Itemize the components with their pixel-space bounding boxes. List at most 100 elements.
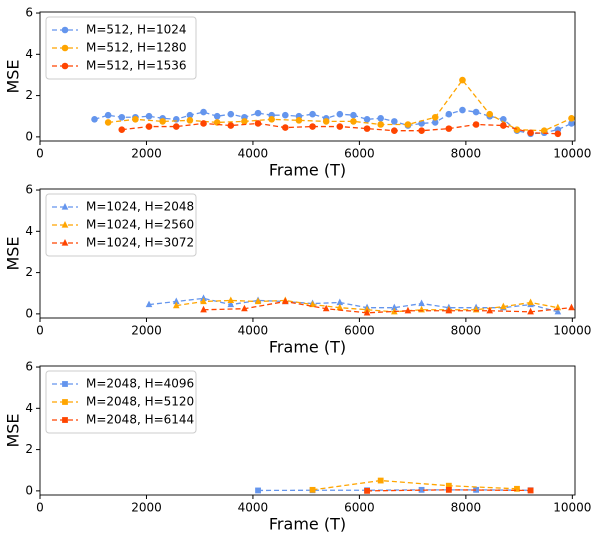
data-point (336, 298, 344, 306)
legend-marker (62, 399, 68, 405)
legend-label: M=512, H=1280 (86, 41, 187, 55)
data-point (445, 125, 453, 132)
data-point (527, 307, 534, 315)
series-line (203, 300, 572, 314)
x-axis-label: Frame (T) (269, 515, 346, 534)
data-point (241, 118, 248, 125)
data-point (459, 106, 466, 114)
data-point (132, 116, 139, 123)
legend-label: M=2048, H=4096 (86, 377, 194, 391)
data-point (172, 123, 180, 130)
data-point (336, 123, 344, 130)
y-tick-label: 4 (25, 401, 33, 415)
data-point (254, 109, 262, 117)
data-point (377, 477, 384, 484)
data-point (200, 305, 207, 313)
y-tick-label: 0 (25, 483, 33, 497)
data-point (500, 122, 507, 129)
legend-label: M=1024, H=2560 (86, 218, 194, 232)
legend-label: M=1024, H=3072 (86, 236, 194, 250)
data-point (527, 487, 534, 494)
data-point (418, 486, 425, 493)
x-axis-label: Frame (T) (269, 161, 346, 180)
y-axis-label: MSE (4, 413, 23, 447)
data-point (309, 110, 316, 118)
data-point (104, 111, 112, 119)
legend-label: M=1024, H=2048 (86, 200, 194, 214)
y-tick-label: 2 (25, 442, 33, 456)
x-tick-label: 10000 (553, 501, 591, 515)
data-point (295, 117, 303, 124)
y-tick-label: 0 (25, 129, 33, 143)
data-point (404, 306, 412, 314)
x-tick-label: 0 (36, 501, 44, 515)
series-line (148, 297, 559, 313)
y-tick-label: 6 (25, 183, 33, 197)
data-point (363, 308, 371, 316)
data-point (172, 116, 180, 123)
legend-marker (61, 239, 69, 246)
data-point (118, 126, 126, 133)
data-point (472, 108, 480, 116)
x-tick-label: 6000 (344, 501, 375, 515)
data-point (391, 303, 398, 311)
data-point (486, 306, 494, 314)
data-point (568, 114, 575, 122)
data-point (227, 110, 235, 118)
plot-frame (39, 188, 576, 319)
data-point (282, 297, 289, 305)
legend-marker (62, 417, 68, 423)
data-point (254, 120, 262, 127)
y-tick-label: 6 (25, 6, 33, 20)
data-point (118, 113, 126, 121)
data-point (309, 123, 316, 130)
legend-box (45, 370, 197, 434)
data-point (322, 118, 330, 125)
data-point (473, 486, 479, 493)
data-point (104, 119, 112, 126)
data-point (364, 487, 370, 494)
x-tick-label: 8000 (451, 324, 482, 338)
data-point (186, 111, 194, 119)
x-tick-label: 2000 (131, 324, 162, 338)
x-tick-label: 2000 (131, 147, 162, 161)
data-point (200, 108, 207, 116)
data-point (172, 297, 180, 305)
data-point (145, 112, 153, 120)
data-point (200, 297, 207, 305)
data-point (540, 127, 548, 134)
data-point (227, 296, 235, 304)
legend-marker (61, 44, 69, 52)
data-point (241, 304, 248, 312)
data-point (554, 307, 562, 315)
y-axis-label: MSE (4, 59, 23, 93)
x-tick-label: 8000 (451, 501, 482, 515)
data-point (363, 116, 371, 123)
x-tick-label: 6000 (344, 147, 375, 161)
legend-label: M=2048, H=5120 (86, 395, 194, 409)
data-point (145, 123, 153, 130)
series-line (312, 479, 518, 491)
data-point (213, 112, 221, 120)
y-tick-label: 4 (25, 224, 33, 238)
data-point (363, 125, 371, 132)
data-point (418, 299, 425, 307)
x-tick-label: 4000 (238, 501, 269, 515)
x-tick-label: 0 (36, 324, 44, 338)
legend-marker (61, 26, 69, 34)
data-point (172, 301, 180, 309)
plot-frame (39, 11, 576, 142)
data-point (377, 114, 384, 122)
y-tick-label: 0 (25, 306, 33, 320)
data-point (500, 302, 507, 310)
data-point (336, 110, 344, 118)
data-point (145, 300, 153, 308)
data-point (282, 124, 289, 131)
legend-box (45, 16, 197, 80)
data-point (391, 118, 398, 125)
data-point (431, 113, 439, 121)
data-point (445, 306, 453, 314)
y-axis-label: MSE (4, 236, 23, 270)
x-tick-label: 4000 (238, 147, 269, 161)
